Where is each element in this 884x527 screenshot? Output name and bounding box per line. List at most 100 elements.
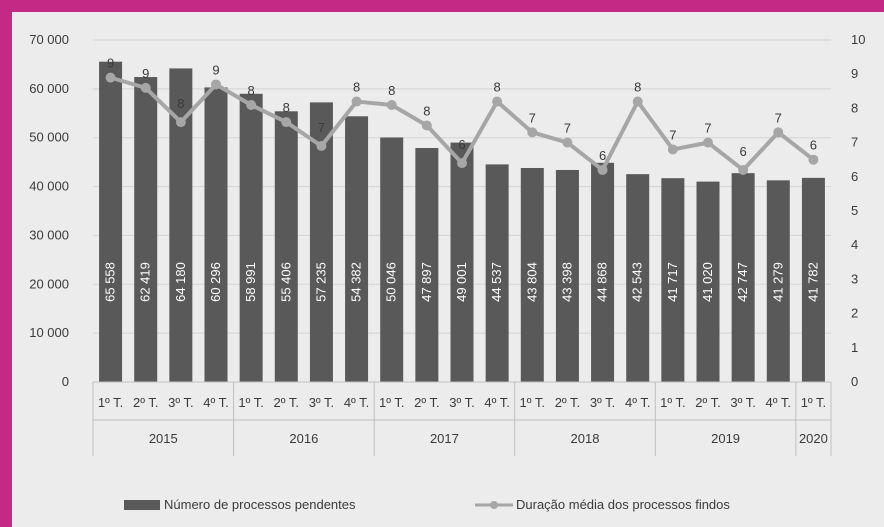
x-tick-label: 2º T. xyxy=(133,395,158,410)
line-point xyxy=(527,127,538,138)
line-point xyxy=(457,158,467,169)
axes: 0 10 000 20 000 30 000 40 000 50 000 60 000 70 … xyxy=(29,32,865,456)
line-point xyxy=(738,164,749,175)
bar xyxy=(415,147,439,382)
bar xyxy=(450,142,474,382)
bar-value-label: 58 991 xyxy=(243,262,258,302)
bar xyxy=(239,93,263,382)
bar-series: 65 558 62 419 64 180 60 296 58 991 55 406 57 2… xyxy=(99,61,825,383)
line-value-label: 7 xyxy=(669,127,676,142)
bar xyxy=(309,102,333,382)
x-tick-label: 3º T. xyxy=(309,395,334,410)
y-left-tick-label: 50 000 xyxy=(29,130,69,145)
line-value-label: 9 xyxy=(212,62,219,77)
bar xyxy=(274,111,298,382)
line-value-label: 8 xyxy=(248,83,255,98)
line-value-label: 8 xyxy=(494,80,501,95)
y-right-tick-label: 4 xyxy=(851,237,858,252)
line-point xyxy=(246,99,257,110)
bar-value-label: 41 782 xyxy=(805,262,820,302)
y-left-tick-label: 70 000 xyxy=(29,32,69,47)
bar xyxy=(134,77,158,382)
y-left-tick-label: 40 000 xyxy=(29,179,69,194)
x-tick-label: 1º T. xyxy=(801,395,826,410)
line-point xyxy=(351,96,362,107)
x-tick-label: 4º T. xyxy=(203,395,228,410)
bar xyxy=(380,137,404,382)
bar-value-label: 41 279 xyxy=(770,262,785,302)
y-right-tick-label: 2 xyxy=(851,306,858,321)
y-left-tick-label: 0 xyxy=(62,374,69,389)
line-series: 9 9 8 9 8 8 7 8 8 8 6 8 7 7 6 8 7 7 6 7 6 xyxy=(105,56,819,175)
line-value-label: 7 xyxy=(775,110,782,125)
bar xyxy=(731,173,755,382)
x-tick-label: 2º T. xyxy=(414,395,439,410)
x-tick-label: 3º T. xyxy=(730,395,755,410)
y-right-tick-label: 7 xyxy=(851,135,858,150)
bar-value-label: 49 001 xyxy=(454,262,469,302)
y-left-tick-label: 10 000 xyxy=(29,325,69,340)
line-value-label: 8 xyxy=(634,80,641,95)
bar-value-label: 41 020 xyxy=(700,262,715,302)
y-left-tick-label: 20 000 xyxy=(29,276,69,291)
bar-value-label: 65 558 xyxy=(103,262,118,302)
bar xyxy=(99,61,123,383)
chart-panel: 65 558 62 419 64 180 60 296 58 991 55 406 57 2… xyxy=(12,12,884,527)
legend-label-line: Duração média dos processos findos xyxy=(516,497,730,512)
x-group-label: 2019 xyxy=(711,431,740,446)
x-group-label: 2020 xyxy=(799,431,828,446)
bar-value-label: 60 296 xyxy=(208,262,223,302)
line-point xyxy=(105,72,116,83)
line-value-label: 8 xyxy=(353,80,360,95)
line-point xyxy=(175,117,186,128)
y-right-tick-label: 9 xyxy=(851,66,858,81)
y-left-tick-label: 30 000 xyxy=(29,227,69,242)
y-right-tick-label: 5 xyxy=(851,203,858,218)
bar xyxy=(661,178,685,382)
line-value-label: 8 xyxy=(423,104,430,119)
bar-value-label: 62 419 xyxy=(138,262,153,302)
bar xyxy=(555,169,579,382)
bar xyxy=(801,177,825,382)
bar-value-label: 43 398 xyxy=(559,262,574,302)
line-value-label: 7 xyxy=(318,120,325,135)
y-left-tick-label: 60 000 xyxy=(29,81,69,96)
line-value-label: 8 xyxy=(177,96,184,111)
bar xyxy=(766,180,790,382)
line-point xyxy=(386,99,397,110)
bar-value-label: 50 046 xyxy=(384,262,399,302)
line-point xyxy=(808,154,819,165)
bar-value-label: 44 868 xyxy=(595,262,610,302)
bar-value-label: 64 180 xyxy=(173,262,188,302)
x-tick-label: 3º T. xyxy=(590,395,615,410)
bar-value-label: 55 406 xyxy=(278,262,293,302)
line-value-label: 7 xyxy=(529,110,536,125)
line-point xyxy=(562,137,573,148)
bar xyxy=(345,116,369,382)
x-tick-label: 2º T. xyxy=(274,395,299,410)
y-right-tick-label: 1 xyxy=(851,340,858,355)
bar-value-label: 57 235 xyxy=(313,262,328,302)
y-right-tick-label: 6 xyxy=(851,169,858,184)
line-value-label: 8 xyxy=(388,83,395,98)
line-point xyxy=(773,127,784,138)
line-value-label: 6 xyxy=(599,148,606,163)
legend-swatch-bar xyxy=(124,500,160,510)
line-point xyxy=(597,164,608,175)
line-value-label: 7 xyxy=(564,121,571,136)
bar xyxy=(204,87,228,382)
x-tick-label: 1º T. xyxy=(238,395,263,410)
line-value-label: 6 xyxy=(810,138,817,153)
y-right-tick-label: 10 xyxy=(851,32,865,47)
bar xyxy=(520,167,544,382)
x-group-label: 2015 xyxy=(149,431,178,446)
x-tick-label: 4º T. xyxy=(344,395,369,410)
bar xyxy=(591,162,615,382)
bar xyxy=(626,174,650,382)
line-point xyxy=(211,79,221,90)
x-group-label: 2017 xyxy=(430,431,459,446)
bar-value-label: 43 804 xyxy=(524,262,539,302)
x-tick-label: 4º T. xyxy=(484,395,509,410)
bar-value-label: 42 543 xyxy=(630,262,645,302)
line-point xyxy=(667,144,678,155)
